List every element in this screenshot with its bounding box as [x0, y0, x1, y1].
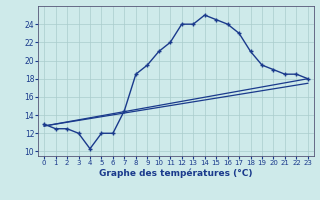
- X-axis label: Graphe des températures (°C): Graphe des températures (°C): [99, 169, 253, 178]
